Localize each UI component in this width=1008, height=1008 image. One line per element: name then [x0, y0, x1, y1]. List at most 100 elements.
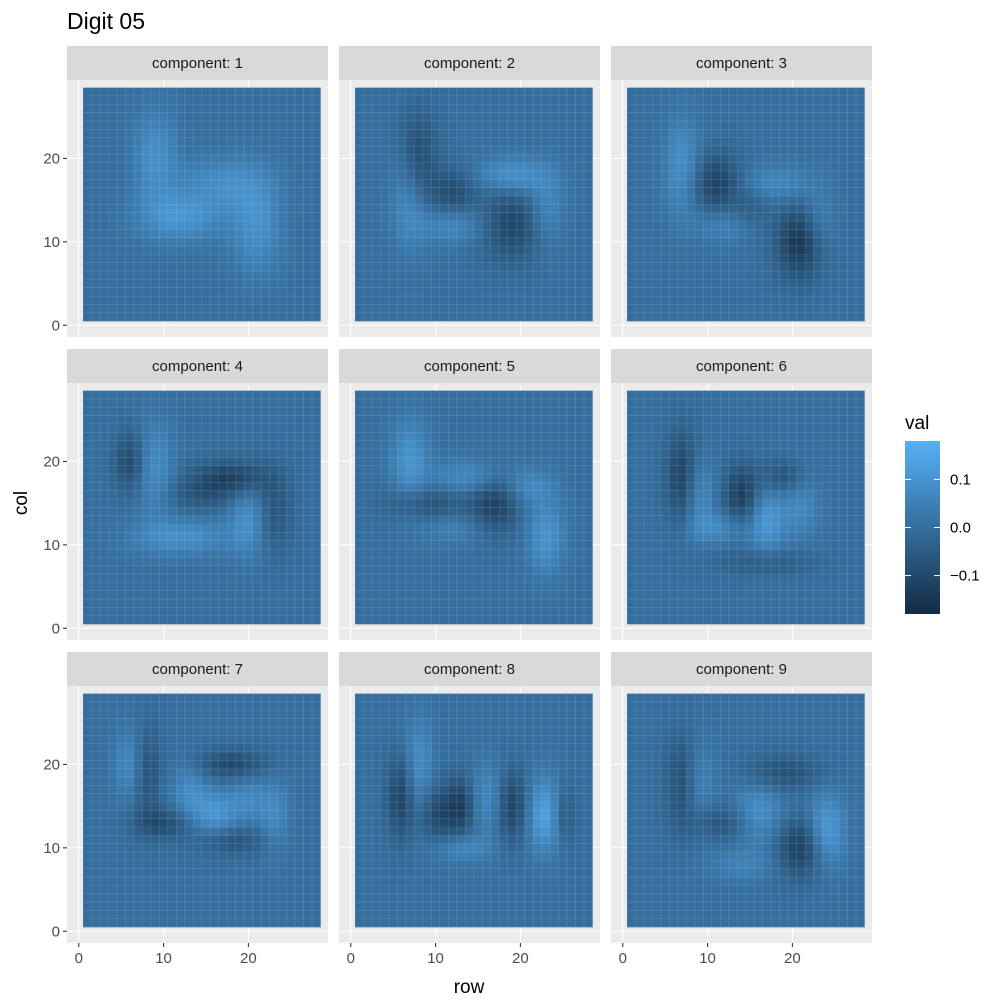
heatmap-tile: [652, 473, 662, 483]
heatmap-tile: [439, 145, 449, 155]
heatmap-tile: [550, 540, 559, 550]
heatmap-tile: [133, 515, 143, 525]
heatmap-tile: [244, 312, 253, 322]
heatmap-tile: [167, 212, 177, 222]
heatmap-tile: [167, 254, 177, 264]
heatmap-tile: [397, 137, 407, 147]
heatmap-tile: [584, 145, 593, 155]
heatmap-tile: [184, 607, 194, 617]
heatmap-tile: [762, 565, 772, 575]
heatmap-tile: [201, 557, 211, 567]
heatmap-tile: [261, 398, 270, 408]
heatmap-tile: [567, 246, 576, 255]
heatmap-tile: [567, 549, 576, 558]
heatmap-tile: [805, 507, 814, 516]
heatmap-tile: [431, 599, 441, 608]
heatmap-tile: [133, 104, 143, 113]
heatmap-tile: [456, 407, 466, 416]
heatmap-tile: [210, 557, 219, 567]
heatmap-tile: [91, 112, 101, 122]
heatmap-tile: [278, 145, 287, 155]
heatmap-tile: [422, 170, 432, 180]
heatmap-tile: [269, 599, 279, 608]
heatmap-tile: [116, 473, 126, 483]
heatmap-tile: [414, 432, 424, 441]
heatmap-tile: [822, 615, 831, 625]
heatmap-tile: [779, 254, 789, 264]
heatmap-tile: [422, 473, 432, 483]
heatmap-tile: [558, 271, 568, 280]
heatmap-tile: [779, 415, 789, 425]
heatmap-tile: [184, 590, 194, 600]
heatmap-tile: [303, 162, 313, 172]
heatmap-tile: [550, 599, 559, 608]
heatmap-tile: [822, 482, 831, 491]
heatmap-tile: [363, 473, 373, 483]
heatmap-tile: [694, 457, 704, 466]
heatmap-tile: [388, 549, 398, 558]
heatmap-tile: [261, 524, 270, 533]
heatmap-tile: [150, 129, 160, 138]
heatmap-tile: [91, 312, 101, 322]
heatmap-tile: [737, 524, 747, 533]
heatmap-tile: [482, 540, 491, 550]
heatmap-tile: [201, 390, 211, 400]
heatmap-tile: [176, 482, 186, 491]
heatmap-tile: [167, 398, 177, 408]
heatmap-tile: [150, 179, 160, 188]
heatmap-tile: [414, 423, 424, 433]
heatmap-tile: [728, 398, 738, 408]
heatmap-tile: [82, 524, 92, 533]
heatmap-tile: [397, 162, 407, 172]
heatmap-tile: [524, 187, 534, 197]
heatmap-tile: [210, 440, 219, 450]
heatmap-tile: [261, 162, 270, 172]
heatmap-tile: [456, 448, 466, 458]
heatmap-tile: [584, 440, 593, 450]
heatmap-tile: [830, 565, 840, 575]
heatmap-tile: [779, 615, 789, 625]
heatmap-tile: [550, 212, 559, 222]
heatmap-tile: [388, 212, 398, 222]
heatmap-tile: [779, 398, 789, 408]
heatmap-tile: [720, 515, 730, 525]
heatmap-tile: [822, 423, 831, 433]
heatmap-tile: [133, 120, 143, 130]
heatmap-tile: [201, 296, 211, 305]
heatmap-tile: [813, 95, 823, 105]
heatmap-tile: [575, 229, 585, 238]
heatmap-tile: [686, 129, 696, 138]
heatmap-tile: [99, 187, 109, 197]
heatmap-tile: [524, 120, 534, 130]
heatmap-tile: [312, 120, 321, 130]
heatmap-tile: [660, 557, 670, 567]
heatmap-tile: [363, 457, 373, 466]
heatmap-tile: [405, 482, 415, 491]
heatmap-tile: [244, 221, 253, 230]
heatmap-tile: [269, 390, 279, 400]
heatmap-tile: [354, 120, 364, 130]
heatmap-tile: [558, 162, 568, 172]
heatmap-tile: [813, 540, 823, 550]
heatmap-tile: [133, 557, 143, 567]
heatmap-tile: [405, 448, 415, 458]
heatmap-tile: [295, 407, 304, 416]
heatmap-tile: [422, 154, 432, 163]
heatmap-tile: [388, 415, 398, 425]
heatmap-tile: [822, 120, 831, 130]
heatmap-tile: [822, 212, 831, 222]
heatmap-tile: [354, 574, 364, 583]
heatmap-tile: [473, 254, 483, 264]
heatmap-tile: [363, 423, 373, 433]
heatmap-tile: [533, 457, 542, 466]
heatmap-tile: [465, 549, 475, 558]
heatmap-tile: [771, 145, 780, 155]
heatmap-tile: [660, 490, 670, 500]
heatmap-tile: [839, 590, 848, 600]
heatmap-tile: [82, 237, 92, 247]
heatmap-tile: [363, 440, 373, 450]
heatmap-tile: [737, 154, 747, 163]
heatmap-tile: [218, 95, 228, 105]
heatmap-tile: [269, 204, 279, 213]
heatmap-tile: [397, 262, 407, 272]
